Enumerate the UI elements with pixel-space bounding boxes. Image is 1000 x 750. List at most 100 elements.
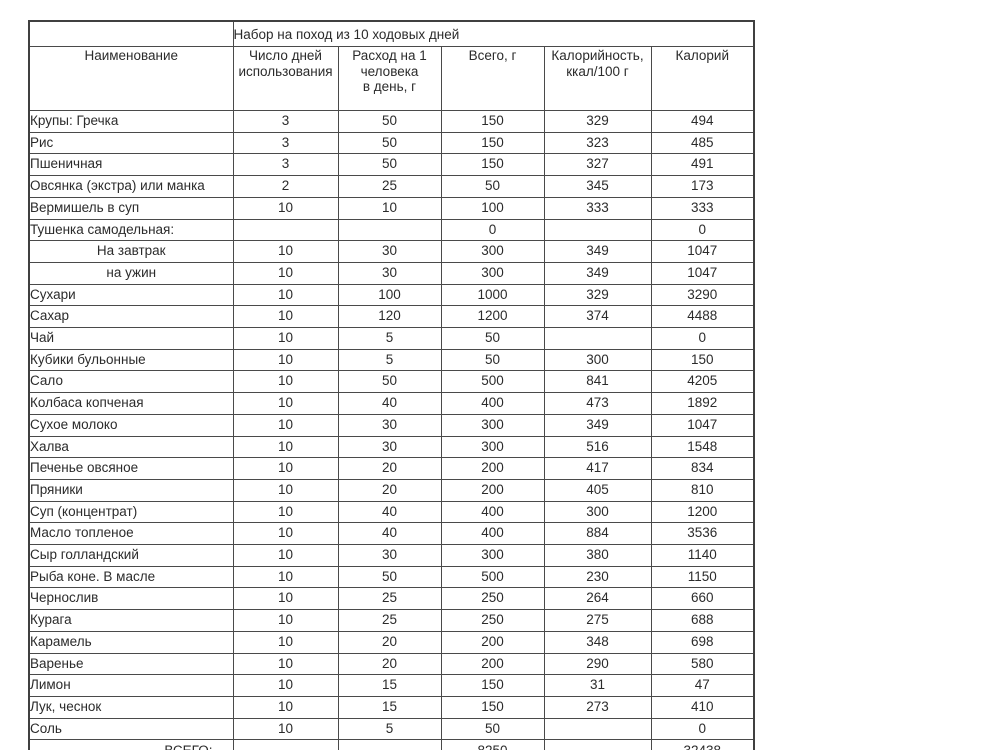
per-day-grams-cell: 40 <box>337 522 442 546</box>
table-row: Овсянка (экстра) или манка 2 25 50 345 1… <box>28 175 755 198</box>
days-cell: 3 <box>232 110 339 133</box>
item-name-cell: Тушенка самодельная: <box>28 218 234 242</box>
kcal-cell: 834 <box>650 457 755 480</box>
total-grams-cell: 400 <box>440 500 545 524</box>
item-name-cell: Курага <box>28 609 234 632</box>
item-name-cell: Вермишель в суп <box>28 196 234 220</box>
item-name-cell: Чернослив <box>28 587 234 611</box>
table-row: Суп (концентрат) 10 40 400 300 1200 <box>28 500 755 524</box>
table-row: Сыр голландский 10 30 300 380 1140 <box>28 544 755 567</box>
days-cell: 10 <box>232 370 339 394</box>
total-grams-cell: 400 <box>440 392 545 415</box>
item-name-cell: Соль <box>28 717 234 741</box>
item-name-cell: Пряники <box>28 478 234 502</box>
kcal-per-100-cell <box>543 327 652 350</box>
kcal-per-100-cell: 417 <box>543 457 652 480</box>
total-grams-cell: 200 <box>440 652 545 676</box>
total-grams-cell: 50 <box>440 175 545 198</box>
item-name-cell: Крупы: Гречка <box>28 110 234 133</box>
table-row: На завтрак 10 30 300 349 1047 <box>28 240 755 263</box>
total-grams-cell: 300 <box>440 261 545 285</box>
per-day-grams-cell: 25 <box>337 609 442 632</box>
table-row: Печенье овсяное 10 20 200 417 834 <box>28 457 755 480</box>
kcal-per-100-cell: 300 <box>543 348 652 372</box>
total-grams-cell: 250 <box>440 587 545 611</box>
per-day-grams-cell: 5 <box>337 717 442 741</box>
total-grams-cell: 500 <box>440 370 545 394</box>
total-grams-cell: 500 <box>440 565 545 589</box>
food-supply-table: Набор на поход из 10 ходовых дней Наимен… <box>28 20 755 750</box>
kcal-per-100-cell: 300 <box>543 500 652 524</box>
total-grams-cell: 300 <box>440 544 545 567</box>
kcal-cell: 494 <box>650 110 755 133</box>
table-row: Варенье 10 20 200 290 580 <box>28 652 755 676</box>
table-row: Масло топленое 10 40 400 884 3536 <box>28 522 755 546</box>
item-name-cell: Сухое молоко <box>28 413 234 437</box>
column-header-days: Число дней использования <box>232 46 339 111</box>
per-day-grams-cell: 20 <box>337 652 442 676</box>
kcal-cell: 32438 <box>650 739 755 750</box>
per-day-grams-cell: 10 <box>337 196 442 220</box>
item-name-cell: Сахар <box>28 305 234 329</box>
per-day-grams-cell: 30 <box>337 413 442 437</box>
total-grams-cell: 50 <box>440 717 545 741</box>
item-name-cell: на ужин <box>28 261 234 285</box>
kcal-per-100-cell: 273 <box>543 695 652 719</box>
days-cell <box>232 739 339 750</box>
table-row: Вермишель в суп 10 10 100 333 333 <box>28 196 755 220</box>
kcal-cell: 1047 <box>650 413 755 437</box>
table-row: Сухое молоко 10 30 300 349 1047 <box>28 413 755 437</box>
total-grams-cell: 50 <box>440 327 545 350</box>
table-row: Пшеничная 3 50 150 327 491 <box>28 153 755 177</box>
item-name-cell: Масло топленое <box>28 522 234 546</box>
kcal-per-100-cell: 31 <box>543 674 652 697</box>
kcal-per-100-cell: 405 <box>543 478 652 502</box>
per-day-grams-cell: 30 <box>337 435 442 459</box>
kcal-cell: 1548 <box>650 435 755 459</box>
column-header-total: Всего, г <box>440 46 545 111</box>
table-row: Сухари 10 100 1000 329 3290 <box>28 283 755 307</box>
per-day-grams-cell: 40 <box>337 392 442 415</box>
table-total-row: ВСЕГО: 8250 32438 <box>28 739 755 750</box>
per-day-grams-cell: 15 <box>337 674 442 697</box>
table-row: Тушенка самодельная: 0 0 <box>28 218 755 242</box>
per-day-grams-cell: 25 <box>337 587 442 611</box>
kcal-cell: 660 <box>650 587 755 611</box>
kcal-cell: 410 <box>650 695 755 719</box>
total-grams-cell: 1200 <box>440 305 545 329</box>
kcal-per-100-cell: 329 <box>543 110 652 133</box>
kcal-per-100-cell: 348 <box>543 630 652 654</box>
item-name-cell: Лук, чеснок <box>28 695 234 719</box>
table-row: Крупы: Гречка 3 50 150 329 494 <box>28 110 755 133</box>
days-cell: 10 <box>232 413 339 437</box>
kcal-per-100-cell: 264 <box>543 587 652 611</box>
days-cell: 10 <box>232 261 339 285</box>
total-grams-cell: 150 <box>440 674 545 697</box>
table-title: Набор на поход из 10 ходовых дней <box>232 20 755 47</box>
item-name-cell: Сухари <box>28 283 234 307</box>
table-row: Халва 10 30 300 516 1548 <box>28 435 755 459</box>
total-grams-cell: 150 <box>440 695 545 719</box>
item-name-cell: Сало <box>28 370 234 394</box>
kcal-cell: 3536 <box>650 522 755 546</box>
kcal-per-100-cell <box>543 739 652 750</box>
days-cell: 10 <box>232 196 339 220</box>
total-grams-cell: 8250 <box>440 739 545 750</box>
total-grams-cell: 200 <box>440 630 545 654</box>
kcal-cell: 173 <box>650 175 755 198</box>
kcal-cell: 1892 <box>650 392 755 415</box>
kcal-cell: 1150 <box>650 565 755 589</box>
kcal-per-100-cell: 841 <box>543 370 652 394</box>
table-row: Лимон 10 15 150 31 47 <box>28 674 755 697</box>
kcal-per-100-cell <box>543 717 652 741</box>
days-cell: 10 <box>232 587 339 611</box>
kcal-cell: 1140 <box>650 544 755 567</box>
table-row: Курага 10 25 250 275 688 <box>28 609 755 632</box>
table-row: на ужин 10 30 300 349 1047 <box>28 261 755 285</box>
days-cell: 10 <box>232 457 339 480</box>
total-grams-cell: 400 <box>440 522 545 546</box>
kcal-cell: 3290 <box>650 283 755 307</box>
per-day-grams-cell: 15 <box>337 695 442 719</box>
kcal-per-100-cell: 473 <box>543 392 652 415</box>
kcal-per-100-cell: 275 <box>543 609 652 632</box>
